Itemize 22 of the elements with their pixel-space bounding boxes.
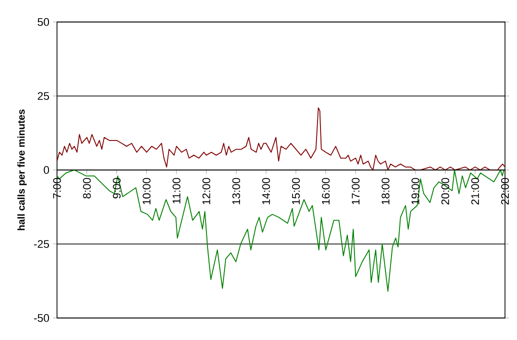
x-tick-label: 17:00 xyxy=(352,178,360,204)
x-tick-label: 15:00 xyxy=(292,178,300,204)
y-tick-label: 0 xyxy=(44,166,50,174)
y-tick-label: -50 xyxy=(34,314,50,322)
x-tick-label: 18:00 xyxy=(382,178,390,204)
x-tick-label: 8:00 xyxy=(82,178,91,198)
x-tick-label: 7:00 xyxy=(53,178,61,198)
x-tick-label: 20:00 xyxy=(441,178,450,204)
x-tick-label: 21:00 xyxy=(471,178,480,204)
x-tick-label: 16:00 xyxy=(322,178,330,204)
x-tick-label: 11:00 xyxy=(172,178,180,204)
y-tick-label: 50 xyxy=(38,18,50,26)
x-tick-label: 22:00 xyxy=(501,178,509,204)
x-tick-label: 14:00 xyxy=(262,178,270,204)
y-tick-label: -25 xyxy=(34,240,49,248)
x-tick-label: 19:00 xyxy=(412,178,420,204)
x-tick-label: 10:00 xyxy=(142,178,151,204)
y-tick-label: 25 xyxy=(38,92,49,100)
x-tick-label: 12:00 xyxy=(202,178,210,204)
x-tick-label: 9:00 xyxy=(112,178,121,198)
x-tick-label: 13:00 xyxy=(232,178,240,204)
y-axis-title: hall calls per five minutes xyxy=(17,110,27,230)
